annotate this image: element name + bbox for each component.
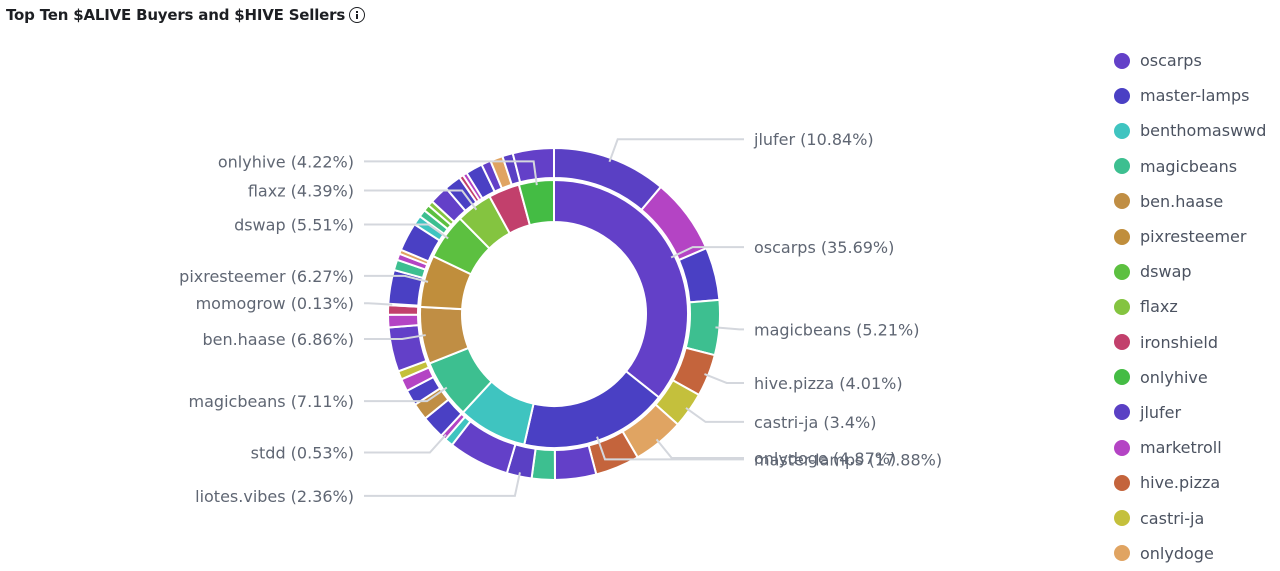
legend-label: ben.haase [1140, 191, 1224, 211]
inner-slice-9[interactable] [517, 178, 555, 227]
label-leader-0 [608, 138, 744, 163]
chart-legend: oscarps master-lamps benthomaswwd magicbean… [1114, 43, 1274, 571]
label-leader-10 [364, 334, 426, 340]
label-leader-12 [364, 274, 429, 283]
slice-label-9: magicbeans (7.11%) [189, 392, 354, 411]
label-leader-5 [655, 438, 744, 459]
legend-item-oscarps[interactable]: oscarps [1114, 43, 1274, 78]
label-leader-7 [364, 472, 521, 497]
legend-label: dswap [1140, 262, 1192, 282]
legend-item-ironshield[interactable]: ironshield [1114, 325, 1274, 360]
outer-ring [386, 146, 721, 482]
outer-slice-3[interactable] [684, 298, 721, 357]
label-leader-11 [364, 302, 393, 306]
legend-label: onlydoge [1140, 543, 1214, 563]
outer-slice-20[interactable] [386, 313, 420, 329]
legend-item-flaxz[interactable]: flaxz [1114, 289, 1274, 324]
inner-ring [419, 178, 689, 449]
slice-label-0: jlufer (10.84%) [753, 130, 874, 149]
legend-dot-icon [1114, 474, 1130, 491]
slice-label-4: castri-ja (3.4%) [754, 413, 876, 432]
label-leaders [364, 138, 744, 497]
outer-slice-8[interactable] [553, 444, 598, 482]
legend-item-magicbeans[interactable]: magicbeans [1114, 149, 1274, 184]
slice-label-13: dswap (5.51%) [234, 216, 354, 235]
slice-label-5: onlydoge (4.87%) [754, 449, 896, 468]
legend-dot-icon [1114, 369, 1130, 386]
legend-label: magicbeans [1140, 156, 1238, 176]
legend-item-benthomaswwd[interactable]: benthomaswwd [1114, 113, 1274, 148]
legend-dot-icon [1114, 545, 1130, 562]
legend-dot-icon [1114, 298, 1130, 315]
legend-item-onlydoge[interactable]: onlydoge [1114, 536, 1274, 571]
label-leader-8 [364, 433, 447, 454]
label-leader-2 [715, 326, 744, 331]
legend-item-pixresteemer[interactable]: pixresteemer [1114, 219, 1274, 254]
legend-item-master-lamps[interactable]: master-lamps [1114, 78, 1274, 113]
legend-item-ben.haase[interactable]: ben.haase [1114, 184, 1274, 219]
slice-label-6: master-lamps (17.88%) [754, 450, 942, 469]
legend-label: benthomaswwd [1140, 121, 1267, 141]
slice-label-11: momogrow (0.13%) [196, 294, 354, 313]
info-circle-icon[interactable] [349, 7, 366, 23]
label-leader-14 [364, 189, 478, 211]
legend-dot-icon [1114, 52, 1130, 69]
legend-item-castri-ja[interactable]: castri-ja [1114, 500, 1274, 535]
label-leader-6 [596, 436, 744, 461]
slice-label-7: liotes.vibes (2.36%) [195, 487, 354, 506]
legend-dot-icon [1114, 334, 1130, 351]
legend-label: jlufer [1140, 402, 1182, 422]
label-leader-4 [685, 407, 744, 423]
slice-label-8: stdd (0.53%) [251, 444, 354, 463]
slice-label-12: pixresteemer (6.27%) [179, 267, 354, 286]
legend-label: ironshield [1140, 332, 1218, 352]
legend-item-hive.pizza[interactable]: hive.pizza [1114, 465, 1274, 500]
legend-dot-icon [1114, 510, 1130, 527]
legend-label: flaxz [1140, 297, 1178, 317]
legend-label: castri-ja [1140, 508, 1205, 528]
legend-label: marketroll [1140, 438, 1222, 458]
sunburst-chart: jlufer (10.84%) oscarps (35.69%) magicbean… [179, 130, 942, 506]
label-leader-9 [364, 386, 448, 403]
legend-dot-icon [1114, 87, 1130, 104]
legend-dot-icon [1114, 122, 1130, 139]
legend-dot-icon [1114, 404, 1130, 421]
legend-dot-icon [1114, 439, 1130, 456]
legend-dot-icon [1114, 193, 1130, 210]
legend-dot-icon [1114, 263, 1130, 280]
label-leader-1 [670, 246, 744, 259]
legend-label: oscarps [1140, 51, 1202, 71]
slice-label-10: ben.haase (6.86%) [202, 330, 354, 349]
inner-slice-0[interactable] [553, 178, 689, 399]
chart-title: Top Ten $ALIVE Buyers and $HIVE Sellers [6, 6, 346, 24]
label-leader-15 [364, 160, 538, 186]
legend-item-marketroll[interactable]: marketroll [1114, 430, 1274, 465]
slice-labels: jlufer (10.84%) oscarps (35.69%) magicbean… [179, 130, 942, 506]
legend-label: onlyhive [1140, 367, 1208, 387]
legend-dot-icon [1114, 228, 1130, 245]
slice-label-1: oscarps (35.69%) [754, 238, 894, 257]
label-leader-13 [364, 223, 449, 240]
legend-label: pixresteemer [1140, 227, 1247, 247]
chart-title-row: Top Ten $ALIVE Buyers and $HIVE Sellers [6, 4, 366, 26]
legend-item-jlufer[interactable]: jlufer [1114, 395, 1274, 430]
label-leader-3 [704, 373, 744, 384]
slice-label-2: magicbeans (5.21%) [754, 320, 919, 339]
legend-item-onlyhive[interactable]: onlyhive [1114, 360, 1274, 395]
slice-label-15: onlyhive (4.22%) [218, 152, 354, 171]
slice-label-3: hive.pizza (4.01%) [754, 374, 903, 393]
legend-label: master-lamps [1140, 86, 1250, 106]
legend-item-dswap[interactable]: dswap [1114, 254, 1274, 289]
slice-label-14: flaxz (4.39%) [248, 181, 354, 200]
legend-dot-icon [1114, 158, 1130, 175]
legend-label: hive.pizza [1140, 473, 1221, 493]
